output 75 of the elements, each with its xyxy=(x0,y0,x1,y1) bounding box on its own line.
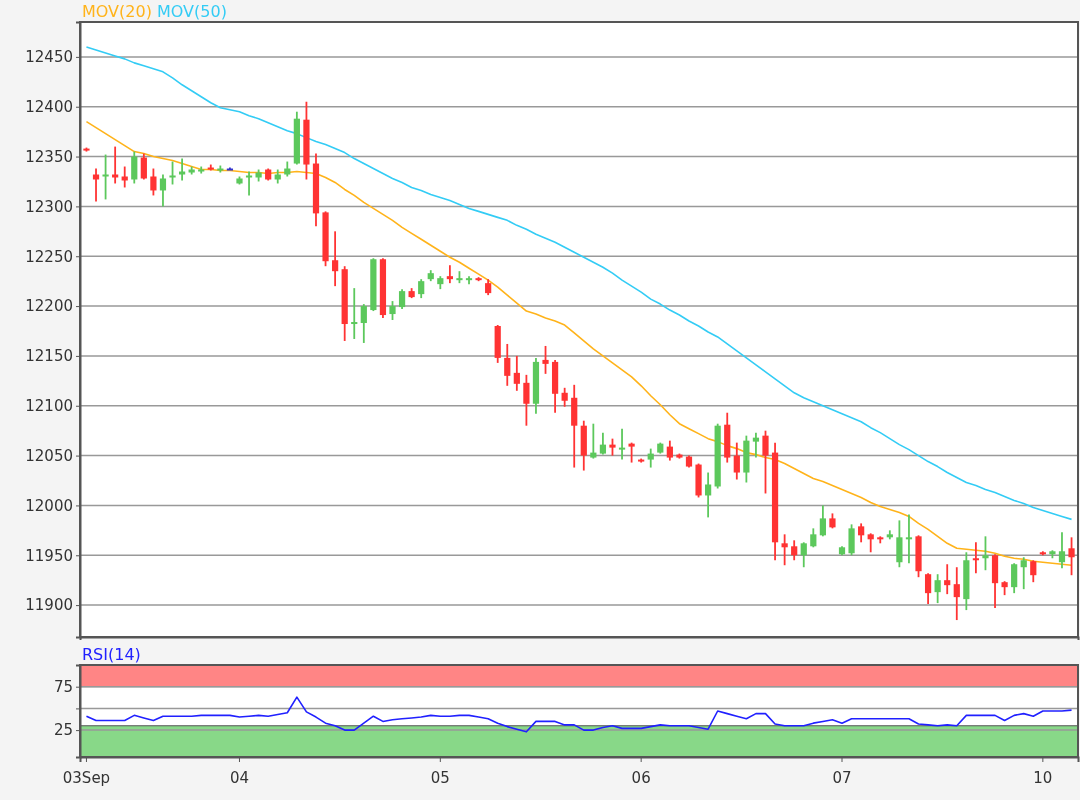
candlestick xyxy=(647,447,654,469)
text: MOV(50) xyxy=(151,2,227,21)
candlestick xyxy=(1011,562,1018,595)
x-tick-label: 05 xyxy=(430,769,450,787)
y-tick-label: 12400 xyxy=(25,98,73,117)
candlestick xyxy=(351,287,358,340)
candlestick xyxy=(800,541,807,569)
candlestick xyxy=(389,300,396,321)
candlestick xyxy=(762,429,769,495)
line-series xyxy=(85,46,1073,521)
y-tick-label: 12200 xyxy=(25,297,73,316)
candlestick xyxy=(1030,559,1037,584)
candlestick xyxy=(733,441,740,481)
y-tick-label: 12250 xyxy=(25,247,73,266)
y-tick-label: 12000 xyxy=(25,496,73,515)
x-tick-label: 03Sep xyxy=(62,769,111,787)
candlestick xyxy=(867,532,874,554)
x-tick-label: 04 xyxy=(229,769,250,787)
x-tick-label: 06 xyxy=(631,769,651,787)
candlestick xyxy=(121,165,128,189)
y-tick-label: 12050 xyxy=(25,446,73,465)
line-series xyxy=(85,696,1073,733)
candlestick xyxy=(446,264,453,285)
candlestick xyxy=(418,278,425,299)
candlestick xyxy=(934,573,941,605)
candlestick xyxy=(1058,531,1066,570)
candlestick xyxy=(332,230,339,288)
candlestick xyxy=(781,533,788,567)
candlestick xyxy=(140,152,147,181)
candlestick xyxy=(504,343,511,387)
candlestick xyxy=(513,355,520,392)
y-tick-label: 25 xyxy=(53,721,73,740)
text: RSI(14) xyxy=(82,645,141,664)
candlestick xyxy=(245,170,253,197)
y-tick-label: 12150 xyxy=(25,347,73,366)
candlestick xyxy=(398,288,406,310)
candlestick xyxy=(169,160,176,186)
candlestick xyxy=(905,513,913,565)
candlestick xyxy=(159,173,167,208)
candlestick xyxy=(599,431,607,456)
x-tick-label: 10 xyxy=(1033,769,1053,787)
text: MOV(20) xyxy=(82,2,152,21)
candlestick xyxy=(561,386,568,408)
candlestick xyxy=(178,157,186,182)
y-tick-label: 11900 xyxy=(25,596,73,615)
candlestick xyxy=(590,422,597,460)
candlestick xyxy=(810,527,817,549)
candlestick xyxy=(953,566,960,621)
y-tick-label: 75 xyxy=(53,678,73,696)
y-tick-label: 12450 xyxy=(25,48,73,67)
y-tick-label: 11950 xyxy=(25,546,73,565)
candlestick xyxy=(1020,556,1027,591)
x-tick-label: 07 xyxy=(832,769,852,787)
candlestick xyxy=(972,541,980,575)
candlestick xyxy=(819,504,826,538)
candlestick xyxy=(791,539,798,562)
candlestick xyxy=(542,345,549,375)
candlestick xyxy=(618,427,626,461)
candlestick xyxy=(982,535,989,572)
y-tick-label: 12350 xyxy=(25,147,73,166)
candlestick xyxy=(924,572,932,606)
candlestick xyxy=(752,431,760,459)
candlestick xyxy=(628,441,635,464)
candlestick xyxy=(666,439,673,462)
candlestick xyxy=(150,167,157,197)
candlestick xyxy=(102,153,109,201)
candlestick xyxy=(1068,536,1075,577)
candlestick xyxy=(523,373,530,427)
candlestick xyxy=(858,522,865,544)
y-tick-label: 12100 xyxy=(25,397,73,416)
candlestick xyxy=(705,471,712,519)
candlestick xyxy=(360,303,367,344)
candlestick xyxy=(131,150,138,185)
y-tick-label: 12300 xyxy=(25,197,73,216)
candlestick xyxy=(944,563,951,596)
